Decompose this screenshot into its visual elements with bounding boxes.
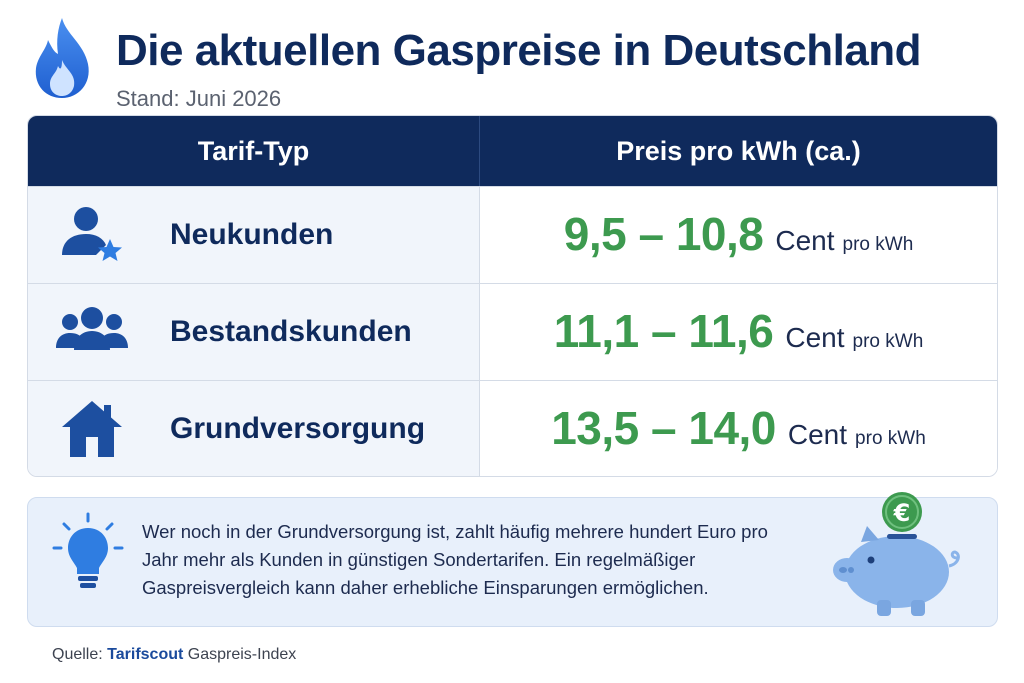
table-row: Neukunden 9,5 – 10,8 Cent pro kWh xyxy=(28,186,997,283)
page-subtitle: Stand: Juni 2026 xyxy=(116,86,282,111)
price-range: 11,1 – 11,6 xyxy=(553,305,774,357)
source-brand-link[interactable]: Tarifscout xyxy=(107,646,184,663)
info-text: Wer noch in der Grundversorgung ist, zah… xyxy=(142,521,768,598)
group-icon xyxy=(56,307,128,350)
row-label-bestandskunden: Bestandskunden xyxy=(170,315,412,348)
price-unit: Cent xyxy=(775,225,835,256)
table-row: Grundversorgung 13,5 – 14,0 Cent pro kWh xyxy=(28,380,997,476)
price-cell: 11,1 – 11,6 Cent pro kWh xyxy=(480,284,997,380)
price-table: Tarif-Typ Preis pro kWh (ca.) Neukunden … xyxy=(27,115,998,477)
source-note: Quelle: Tarifscout Gaspreis-Index xyxy=(52,646,296,664)
price-per: pro kWh xyxy=(855,428,926,449)
price-cell: 13,5 – 14,0 Cent pro kWh xyxy=(480,381,997,476)
euro-coin-symbol: € xyxy=(893,499,911,527)
source-suffix: Gaspreis-Index xyxy=(187,646,297,663)
price-unit: Cent xyxy=(787,419,848,450)
info-box: Wer noch in der Grundversorgung ist, zah… xyxy=(27,492,998,627)
row-label-neukunden: Neukunden xyxy=(170,218,334,251)
tarif-cell: Neukunden xyxy=(28,187,480,283)
price-per: pro kWh xyxy=(842,234,914,255)
price-value: 13,5 – 14,0 Cent pro kWh xyxy=(480,381,997,476)
price-cell: 9,5 – 10,8 Cent pro kWh xyxy=(480,187,997,283)
header: Die aktuellen Gaspreise in Deutschland S… xyxy=(30,14,990,111)
lightbulb-icon xyxy=(52,512,124,588)
page-title: Die aktuellen Gaspreise in Deutschland xyxy=(116,26,922,75)
price-per: pro kWh xyxy=(852,331,924,352)
tarif-cell: Grundversorgung xyxy=(28,381,480,476)
column-header-price: Preis pro kWh (ca.) xyxy=(616,135,861,166)
price-range: 9,5 – 10,8 xyxy=(563,208,764,260)
price-unit: Cent xyxy=(785,322,845,353)
price-value: 11,1 – 11,6 Cent pro kWh xyxy=(480,284,997,380)
price-range: 13,5 – 14,0 xyxy=(551,402,776,454)
table-row: Bestandskunden 11,1 – 11,6 Cent pro kWh xyxy=(28,283,997,380)
price-value: 9,5 – 10,8 Cent pro kWh xyxy=(480,187,997,283)
row-label-grundversorgung: Grundversorgung xyxy=(170,412,426,445)
tarif-cell: Bestandskunden xyxy=(28,284,480,380)
user-star-icon xyxy=(62,207,122,261)
house-icon xyxy=(62,401,122,457)
flame-icon xyxy=(35,18,89,98)
column-header-tarif: Tarif-Typ xyxy=(28,116,480,186)
table-header: Tarif-Typ Preis pro kWh (ca.) xyxy=(28,116,997,186)
source-prefix: Quelle: xyxy=(52,646,103,663)
piggy-bank-euro-icon: € xyxy=(833,492,960,616)
